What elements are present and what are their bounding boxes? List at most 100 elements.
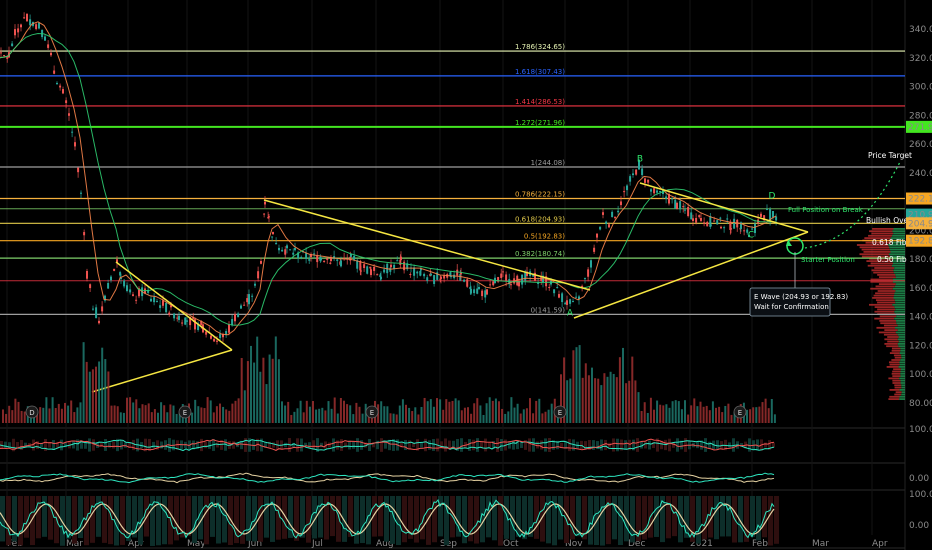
volume-profile-bar: [893, 232, 905, 235]
volume-profile-bar: [871, 269, 894, 272]
volume-profile-bar: [891, 349, 901, 352]
candle-body: [505, 274, 508, 281]
indicator-histogram: [656, 438, 659, 452]
indicator-histogram: [440, 441, 443, 449]
candle-body: [159, 305, 162, 308]
volume-bar: [42, 407, 45, 423]
volume-bar: [73, 412, 76, 423]
candle-body: [62, 89, 64, 94]
indicator3-band: [180, 496, 185, 538]
candle-body: [3, 55, 6, 57]
indicator-histogram: [52, 440, 55, 450]
candle-body: [272, 231, 274, 235]
volume-bar: [17, 401, 20, 423]
volume-bar: [101, 347, 104, 423]
indicator1-tick: 100.00: [909, 425, 932, 435]
candle-body: [766, 208, 768, 210]
volume-profile-bar: [901, 391, 905, 394]
indicator-histogram: [680, 440, 683, 450]
candle-body: [329, 262, 332, 264]
bullish-over-label: Bullish Over: [866, 216, 912, 225]
candle-body: [113, 268, 116, 271]
indicator-histogram: [632, 439, 635, 451]
volume-bar: [57, 403, 60, 423]
indicator-histogram: [84, 441, 87, 449]
volume-bar: [560, 374, 562, 423]
volume-profile-bar: [892, 370, 901, 373]
volume-bar: [299, 400, 302, 423]
candle-body: [497, 277, 500, 282]
candle-body: [264, 201, 266, 205]
indicator-histogram: [352, 441, 355, 449]
indicator3-band: [36, 496, 41, 539]
candle-body: [679, 201, 682, 210]
volume-profile-bar: [878, 331, 896, 334]
indicator-histogram: [640, 441, 643, 449]
price-badge: [906, 217, 932, 230]
indicator-histogram: [336, 440, 339, 450]
indicator3-band: [246, 496, 251, 541]
candle-body: [439, 278, 442, 280]
x-tick-label: Feb: [7, 539, 23, 549]
indicator-histogram: [648, 440, 651, 450]
volume-profile-bar: [884, 338, 898, 341]
indicator-histogram: [44, 439, 47, 451]
y-tick-label: 260.00: [909, 140, 932, 150]
indicator-histogram: [472, 439, 475, 451]
indicator-histogram: [8, 442, 11, 448]
fib-level-label: 0.5(192.83): [524, 233, 565, 241]
indicator3-band: [282, 496, 287, 539]
indicator-histogram: [200, 438, 203, 452]
indicator3-band: [612, 496, 617, 540]
candle-body: [484, 290, 487, 298]
volume-bar: [212, 412, 215, 423]
candle-body: [406, 263, 409, 270]
volume-bar: [485, 403, 488, 423]
candle-body: [524, 271, 527, 281]
triangle-trendline: [573, 231, 809, 319]
indicator3-band: [336, 496, 341, 542]
volume-bar: [126, 397, 128, 423]
volume-bar: [386, 406, 389, 423]
candle-body: [120, 277, 122, 279]
indicator-histogram: [528, 438, 531, 452]
volume-bar: [361, 413, 364, 423]
candle-body: [396, 260, 399, 262]
volume-profile-bar: [861, 255, 890, 258]
candle-body: [350, 253, 352, 257]
candle-body: [760, 213, 762, 217]
indicator-histogram: [392, 439, 395, 451]
volume-bar: [116, 406, 119, 423]
candle-body: [575, 296, 578, 298]
indicator-histogram: [488, 442, 491, 448]
candle-body: [74, 142, 76, 147]
volume-bar: [702, 406, 705, 423]
indicator-histogram: [124, 442, 127, 448]
indicator3-band: [744, 496, 749, 542]
candle-body: [83, 232, 86, 236]
volume-bar: [355, 402, 358, 423]
volume-profile-bar: [891, 359, 901, 361]
volume-profile-bar: [875, 285, 895, 288]
indicator3-band: [774, 496, 779, 544]
candle-body: [526, 271, 528, 276]
volume-profile-bar: [899, 398, 905, 400]
candle-body: [225, 331, 228, 336]
volume-bar: [191, 412, 194, 423]
candle-body: [726, 218, 729, 220]
candle-body: [390, 264, 392, 268]
fib-level-label: 1.618(307.43): [515, 68, 565, 76]
volume-bar: [327, 401, 330, 423]
indicator3-band: [222, 496, 227, 543]
indicator3-band: [24, 496, 29, 538]
candle-body: [153, 297, 156, 303]
volume-profile-bar: [901, 393, 905, 396]
volume-profile-bar: [898, 340, 905, 343]
indicator-histogram: [424, 438, 427, 452]
volume-profile-bar: [894, 310, 905, 313]
candle-body: [416, 271, 419, 274]
volume-profile-bar: [900, 347, 905, 350]
volume-bar: [160, 402, 163, 423]
volume-bar: [597, 378, 600, 423]
